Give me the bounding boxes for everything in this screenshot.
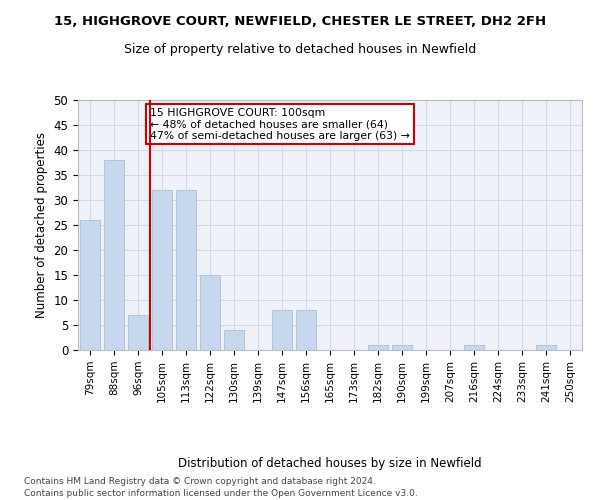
Bar bbox=[200, 275, 220, 350]
Text: Contains HM Land Registry data © Crown copyright and database right 2024.: Contains HM Land Registry data © Crown c… bbox=[24, 478, 376, 486]
Bar bbox=[296, 310, 316, 350]
Bar bbox=[272, 310, 292, 350]
Bar bbox=[392, 345, 412, 350]
Bar bbox=[464, 345, 484, 350]
Text: Distribution of detached houses by size in Newfield: Distribution of detached houses by size … bbox=[178, 458, 482, 470]
Bar bbox=[128, 315, 148, 350]
Bar bbox=[104, 160, 124, 350]
Y-axis label: Number of detached properties: Number of detached properties bbox=[35, 132, 48, 318]
Text: Size of property relative to detached houses in Newfield: Size of property relative to detached ho… bbox=[124, 42, 476, 56]
Text: Contains public sector information licensed under the Open Government Licence v3: Contains public sector information licen… bbox=[24, 489, 418, 498]
Bar bbox=[224, 330, 244, 350]
Bar bbox=[152, 190, 172, 350]
Bar bbox=[536, 345, 556, 350]
Text: 15, HIGHGROVE COURT, NEWFIELD, CHESTER LE STREET, DH2 2FH: 15, HIGHGROVE COURT, NEWFIELD, CHESTER L… bbox=[54, 15, 546, 28]
Bar bbox=[176, 190, 196, 350]
Bar bbox=[368, 345, 388, 350]
Text: 15 HIGHGROVE COURT: 100sqm
← 48% of detached houses are smaller (64)
47% of semi: 15 HIGHGROVE COURT: 100sqm ← 48% of deta… bbox=[150, 108, 410, 140]
Bar bbox=[80, 220, 100, 350]
